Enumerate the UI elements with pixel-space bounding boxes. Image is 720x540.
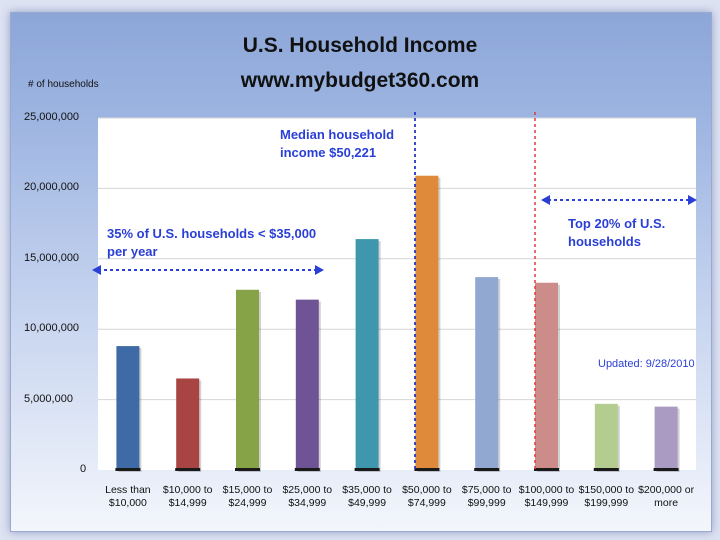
bar bbox=[116, 346, 140, 470]
lower-annotation: 35% of U.S. households < $35,000 per yea… bbox=[107, 225, 316, 261]
bar-base bbox=[593, 468, 619, 471]
bar-base bbox=[294, 468, 320, 471]
y-tick-label: 15,000,000 bbox=[24, 251, 80, 264]
bar-base bbox=[175, 468, 201, 471]
bar-base bbox=[414, 468, 440, 471]
bar-base bbox=[115, 468, 141, 471]
y-tick-label: 5,000,000 bbox=[24, 392, 73, 405]
y-tick-label: 0 bbox=[80, 463, 87, 475]
x-tick-label: $10,000 to $14,999 bbox=[162, 484, 213, 509]
bar bbox=[176, 378, 200, 470]
chart-title: U.S. Household Income bbox=[242, 34, 478, 57]
bar bbox=[475, 277, 499, 470]
bar-base bbox=[534, 468, 559, 471]
bar bbox=[594, 403, 618, 470]
x-tick-label: $75,000 to $99,999 bbox=[461, 484, 512, 509]
median-annotation: Median household income $50,221 bbox=[280, 126, 394, 162]
arrow-head bbox=[92, 265, 101, 275]
bar bbox=[295, 299, 319, 470]
top-annotation: Top 20% of U.S. households bbox=[568, 215, 665, 251]
x-tick-label: $35,000 to $49,999 bbox=[342, 484, 392, 509]
bar bbox=[236, 289, 259, 470]
y-tick-label: 10,000,000 bbox=[24, 322, 80, 335]
arrow-head bbox=[688, 195, 697, 205]
arrow-head bbox=[541, 195, 550, 205]
x-tick-label: $50,000 to $74,999 bbox=[402, 484, 452, 509]
lower-annotation-line1: 35% of U.S. households < $35,000 bbox=[107, 226, 317, 241]
bar bbox=[355, 239, 379, 470]
x-tick-label: $200,000 or more bbox=[638, 484, 695, 509]
y-tick-label: 20,000,000 bbox=[24, 181, 80, 194]
bar bbox=[535, 282, 558, 470]
y-tick-label: 25,000,000 bbox=[24, 111, 80, 123]
median-annotation-line1: Median household bbox=[280, 127, 395, 142]
y-axis-label: # of households bbox=[28, 79, 99, 90]
x-tick-label: $15,000 to $24,999 bbox=[222, 484, 273, 509]
bar bbox=[654, 406, 678, 470]
top-annotation-line2: households bbox=[568, 234, 641, 249]
updated-note: Updated: 9/28/2010 bbox=[598, 358, 695, 370]
bar-base bbox=[354, 468, 380, 471]
top-annotation-line1: Top 20% of U.S. bbox=[568, 216, 666, 231]
lower-annotation-line2: per year bbox=[107, 244, 158, 259]
bar bbox=[415, 175, 439, 470]
chart-subtitle: www.mybudget360.com bbox=[240, 69, 480, 92]
x-tick-label: Less than $10,000 bbox=[105, 484, 151, 509]
bar-base bbox=[235, 468, 260, 471]
x-tick-label: $100,000 to $149,999 bbox=[518, 484, 575, 509]
bar-base bbox=[474, 468, 500, 471]
arrow-head bbox=[315, 265, 324, 275]
x-tick-label: $150,000 to $199,999 bbox=[578, 484, 635, 509]
median-annotation-line2: income $50,221 bbox=[280, 145, 377, 160]
x-tick-label: $25,000 to $34,999 bbox=[282, 484, 333, 509]
bar-base bbox=[653, 468, 679, 471]
